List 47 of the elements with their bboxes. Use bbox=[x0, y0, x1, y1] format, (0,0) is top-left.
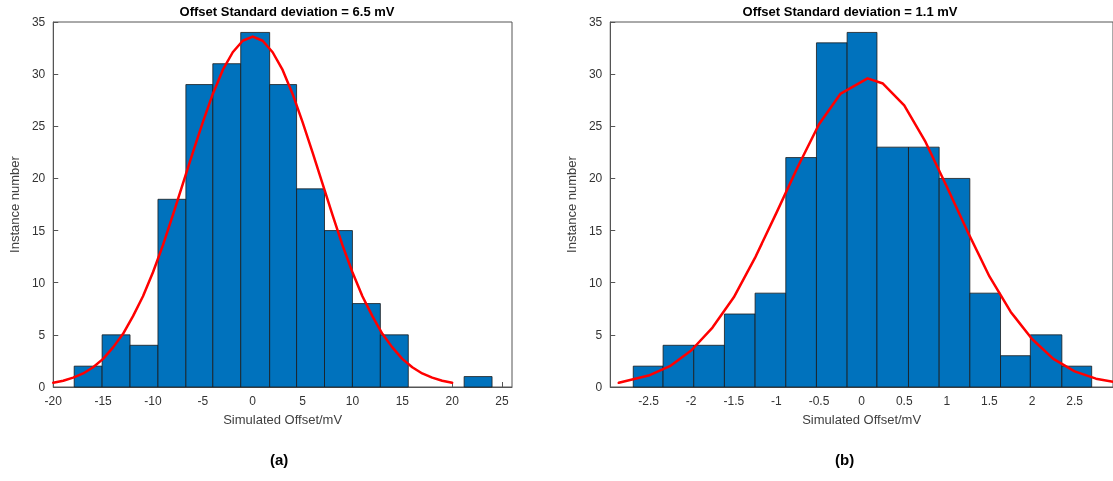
line-series bbox=[617, 77, 1113, 385]
y-tick-label: 20 bbox=[31, 171, 46, 186]
x-tick-label: 0 bbox=[858, 394, 866, 408]
x-tick-label: -2.5 bbox=[638, 394, 660, 408]
y-tick-label: 35 bbox=[588, 15, 603, 29]
y-tick-label: 0 bbox=[595, 380, 603, 394]
x-tick-label: 5 bbox=[299, 394, 307, 408]
y-tick-label: 10 bbox=[588, 275, 603, 290]
x-tick-label: -10 bbox=[144, 394, 162, 408]
line-series bbox=[52, 35, 454, 385]
x-tick-label: 2.5 bbox=[1066, 394, 1084, 408]
chart-title: Offset Standard deviation = 6.5 mV bbox=[179, 4, 395, 19]
text: (a) bbox=[270, 451, 289, 468]
y-tick-label: 30 bbox=[31, 67, 46, 82]
x-tick-label: 20 bbox=[445, 394, 460, 408]
x-tick-label: 1.5 bbox=[981, 394, 999, 408]
x-tick-label: 25 bbox=[495, 394, 510, 408]
x-axis-title: Simulated Offset/mV bbox=[802, 412, 922, 427]
y-tick-label: 35 bbox=[31, 15, 46, 29]
y-axis-title: Instance number bbox=[7, 155, 22, 253]
x-tick-label: -0.5 bbox=[808, 394, 830, 408]
x-tick-label: -5 bbox=[197, 394, 209, 408]
y-tick-label: 15 bbox=[588, 223, 603, 238]
y-tick-label: 25 bbox=[31, 119, 46, 134]
y-tick-label: 0 bbox=[38, 380, 46, 394]
y-tick-label: 20 bbox=[588, 171, 603, 186]
x-tick-label: 1 bbox=[943, 394, 951, 408]
y-tick-label: 5 bbox=[595, 327, 603, 342]
x-tick-label: 2 bbox=[1028, 394, 1036, 408]
x-tick-label: -1.5 bbox=[723, 394, 745, 408]
x-tick-label: 0.5 bbox=[895, 394, 913, 408]
chart-title: Offset Standard deviation = 1.1 mV bbox=[742, 4, 958, 19]
text: (b) bbox=[835, 451, 855, 468]
x-tick-label: 0 bbox=[249, 394, 257, 408]
y-tick-label: 15 bbox=[31, 223, 46, 238]
x-tick-label: 15 bbox=[395, 394, 410, 408]
y-tick-label: 30 bbox=[588, 67, 603, 82]
x-axis-title: Simulated Offset/mV bbox=[223, 412, 343, 427]
y-axis-title: Instance number bbox=[564, 155, 579, 253]
y-tick-label: 25 bbox=[588, 119, 603, 134]
x-tick-label: -15 bbox=[94, 394, 113, 408]
x-tick-label: -1 bbox=[771, 394, 783, 408]
y-tick-label: 5 bbox=[38, 327, 46, 342]
x-tick-label: -20 bbox=[44, 394, 63, 408]
x-tick-label: 10 bbox=[345, 394, 360, 408]
x-tick-label: -2 bbox=[685, 394, 697, 408]
y-tick-label: 10 bbox=[31, 275, 46, 290]
